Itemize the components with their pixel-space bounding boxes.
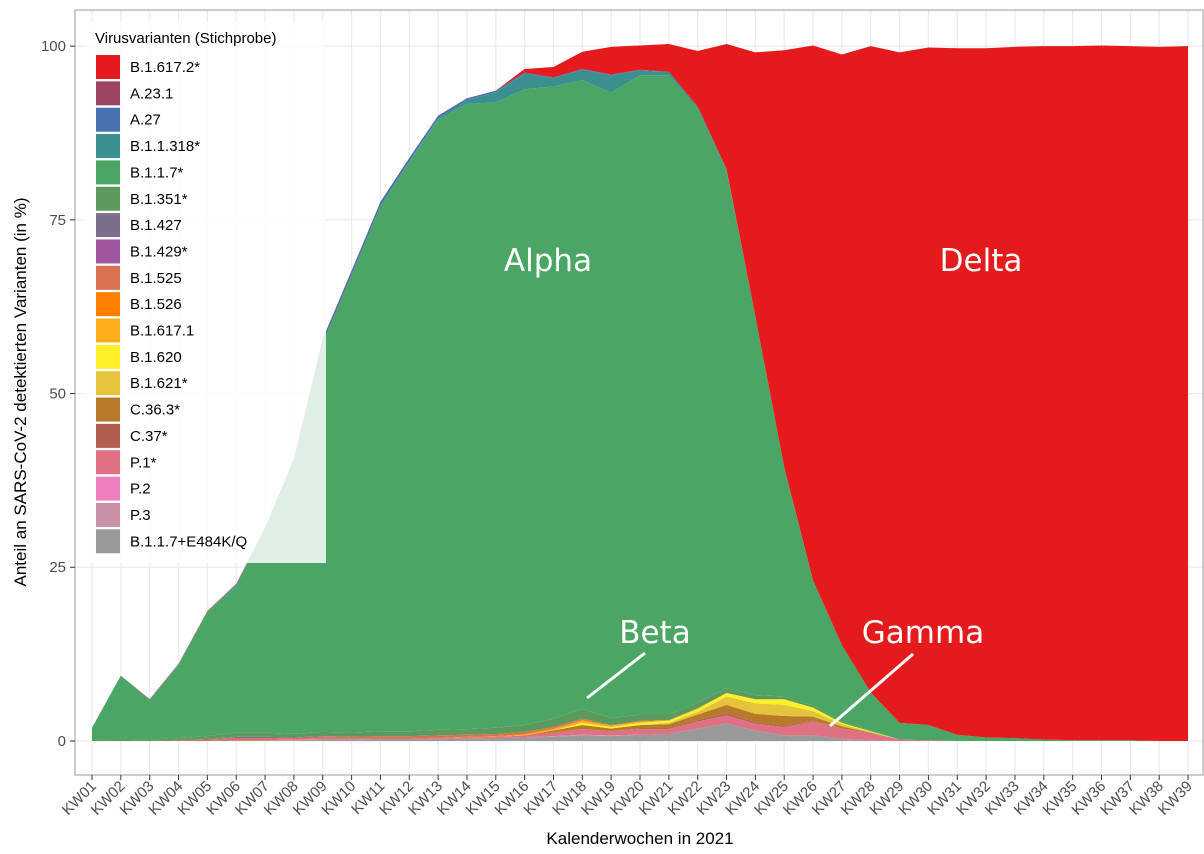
legend-key xyxy=(96,186,120,211)
legend-key xyxy=(96,397,120,422)
legend-key xyxy=(96,292,120,317)
legend-label: B.1.526 xyxy=(130,296,182,313)
legend-key xyxy=(96,265,120,290)
legend-label: A.27 xyxy=(130,112,161,129)
annotation: Alpha xyxy=(504,243,592,279)
legend-key xyxy=(96,213,120,238)
legend-key xyxy=(96,107,120,132)
legend-key xyxy=(96,160,120,185)
legend-key xyxy=(96,476,120,501)
legend-label: B.1.617.1 xyxy=(130,323,194,340)
legend-key xyxy=(96,502,120,527)
y-tick-label: 75 xyxy=(49,212,66,229)
legend-label: A.23.1 xyxy=(130,85,173,102)
annotation: Delta xyxy=(940,243,1023,279)
legend-label: B.1.621* xyxy=(130,375,188,392)
legend-label: B.1.1.7* xyxy=(130,164,184,181)
legend-label: P.2 xyxy=(130,481,151,498)
area xyxy=(92,69,1188,741)
legend-key xyxy=(96,344,120,369)
legend-key xyxy=(96,134,120,159)
legend-label: P.1* xyxy=(130,454,157,471)
annotation-line xyxy=(586,651,646,700)
annotation-line xyxy=(829,652,914,728)
legend-key xyxy=(96,423,120,448)
legend-label: B.1.525 xyxy=(130,270,182,287)
legend-key xyxy=(96,371,120,396)
panel-border xyxy=(74,9,1204,776)
legend-label: P.3 xyxy=(130,507,151,524)
area xyxy=(92,44,1188,741)
legend-label: B.1.617.2* xyxy=(130,59,200,76)
legend-label: B.1.351* xyxy=(130,191,188,208)
legend-label: B.1.427 xyxy=(130,217,182,234)
area xyxy=(92,688,1188,741)
y-tick-label: 0 xyxy=(58,733,66,750)
area xyxy=(92,75,1188,741)
legend-label: C.36.3* xyxy=(130,402,180,419)
annotation: Beta xyxy=(619,615,691,651)
legend-key xyxy=(96,318,120,343)
legend-label: B.1.620 xyxy=(130,349,182,366)
x-axis-title: Kalenderwochen in 2021 xyxy=(546,829,733,848)
y-tick-label: 100 xyxy=(41,38,66,55)
legend-label: B.1.1.318* xyxy=(130,138,200,155)
legend-key xyxy=(96,55,120,79)
y-tick-label: 25 xyxy=(49,559,66,576)
legend-title: Virusvarianten (Stichprobe) xyxy=(95,30,276,47)
legend-label: B.1.1.7+E484K/Q xyxy=(130,533,247,550)
y-axis-title: Anteil an SARS-CoV-2 detektierten Varian… xyxy=(11,198,30,587)
area xyxy=(92,723,1188,741)
legend-key xyxy=(96,239,120,264)
legend-label: C.37* xyxy=(130,428,168,445)
annotation: Gamma xyxy=(862,615,984,651)
y-tick-label: 50 xyxy=(49,386,66,403)
legend-label: B.1.429* xyxy=(130,243,188,260)
legend-box xyxy=(85,22,326,563)
legend-key xyxy=(96,81,120,106)
legend-key xyxy=(96,529,120,554)
legend-key xyxy=(96,450,120,475)
